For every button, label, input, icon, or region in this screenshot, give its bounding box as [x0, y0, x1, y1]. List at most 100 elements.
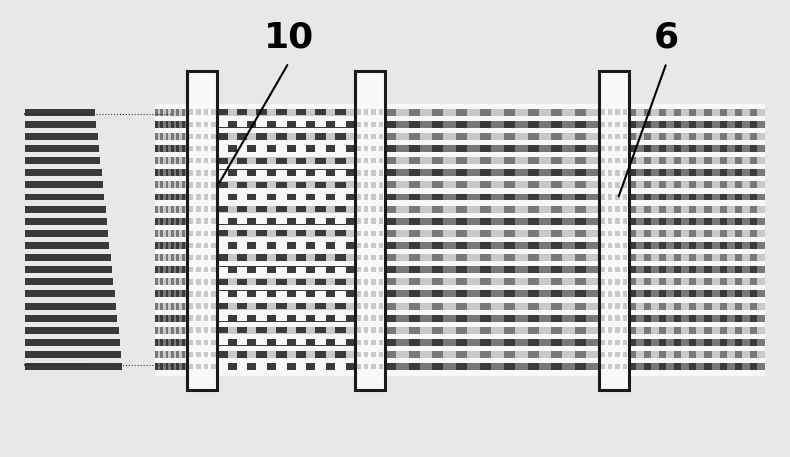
- Bar: [176, 218, 179, 225]
- Bar: [176, 266, 179, 273]
- Bar: [204, 267, 209, 272]
- Bar: [551, 363, 562, 370]
- Bar: [615, 315, 620, 321]
- Bar: [276, 291, 287, 297]
- Bar: [160, 339, 163, 346]
- Bar: [155, 157, 158, 164]
- Bar: [257, 339, 267, 345]
- Bar: [608, 109, 612, 115]
- Bar: [187, 351, 217, 358]
- Bar: [575, 278, 586, 285]
- Bar: [171, 254, 174, 261]
- Bar: [237, 242, 247, 249]
- Bar: [176, 315, 179, 322]
- Bar: [217, 351, 228, 358]
- Bar: [575, 145, 586, 152]
- Bar: [295, 327, 307, 333]
- Bar: [204, 303, 209, 309]
- Bar: [189, 158, 194, 164]
- Bar: [171, 133, 174, 140]
- Bar: [528, 157, 539, 164]
- Bar: [528, 363, 539, 370]
- Bar: [356, 267, 361, 272]
- Bar: [155, 278, 158, 285]
- Bar: [528, 315, 539, 322]
- Bar: [204, 170, 209, 175]
- Bar: [196, 218, 201, 224]
- Bar: [735, 218, 742, 225]
- Bar: [196, 133, 201, 139]
- Bar: [295, 230, 307, 236]
- Bar: [720, 145, 727, 152]
- Bar: [335, 339, 346, 345]
- Bar: [599, 145, 629, 152]
- Bar: [575, 121, 586, 128]
- Bar: [356, 146, 361, 151]
- Bar: [217, 181, 355, 188]
- Bar: [432, 339, 443, 346]
- Bar: [171, 278, 174, 285]
- Bar: [690, 278, 697, 285]
- Bar: [432, 291, 443, 298]
- Bar: [629, 218, 636, 225]
- Bar: [659, 157, 666, 164]
- Bar: [735, 339, 742, 346]
- Bar: [504, 169, 515, 176]
- Bar: [371, 255, 376, 260]
- Bar: [160, 133, 163, 140]
- Bar: [196, 206, 201, 212]
- Bar: [480, 278, 491, 285]
- Bar: [237, 158, 247, 164]
- Bar: [171, 315, 174, 322]
- Bar: [335, 351, 346, 358]
- Bar: [623, 291, 627, 297]
- Bar: [659, 121, 666, 128]
- Bar: [644, 303, 651, 309]
- Bar: [155, 363, 158, 370]
- Bar: [385, 303, 599, 309]
- Bar: [257, 194, 267, 200]
- Bar: [155, 109, 187, 116]
- Bar: [659, 266, 666, 273]
- Bar: [335, 218, 346, 224]
- Bar: [189, 340, 194, 345]
- Bar: [456, 266, 467, 273]
- Bar: [211, 364, 216, 369]
- Bar: [608, 231, 612, 236]
- Bar: [629, 254, 636, 261]
- Bar: [432, 278, 443, 285]
- Bar: [25, 133, 98, 140]
- Bar: [371, 170, 376, 175]
- Bar: [378, 328, 383, 333]
- Bar: [176, 206, 179, 213]
- Bar: [629, 218, 765, 225]
- Bar: [166, 109, 168, 116]
- Bar: [171, 242, 174, 249]
- Bar: [528, 109, 539, 116]
- Bar: [623, 255, 627, 260]
- Bar: [629, 303, 765, 309]
- Bar: [211, 328, 216, 333]
- Bar: [237, 255, 247, 260]
- Bar: [187, 339, 217, 346]
- Bar: [335, 121, 346, 128]
- Bar: [385, 327, 599, 334]
- Bar: [623, 206, 627, 212]
- Bar: [750, 278, 757, 285]
- Bar: [166, 121, 168, 128]
- Bar: [160, 218, 163, 225]
- Bar: [155, 339, 187, 346]
- Bar: [629, 133, 636, 140]
- Bar: [155, 181, 187, 188]
- Bar: [575, 315, 586, 322]
- Bar: [166, 145, 168, 152]
- Bar: [644, 242, 651, 249]
- Bar: [690, 157, 697, 164]
- Bar: [166, 303, 168, 309]
- Bar: [674, 109, 681, 116]
- Bar: [25, 339, 120, 346]
- Bar: [385, 230, 396, 237]
- Bar: [204, 218, 209, 224]
- Bar: [705, 230, 712, 237]
- Bar: [629, 339, 636, 346]
